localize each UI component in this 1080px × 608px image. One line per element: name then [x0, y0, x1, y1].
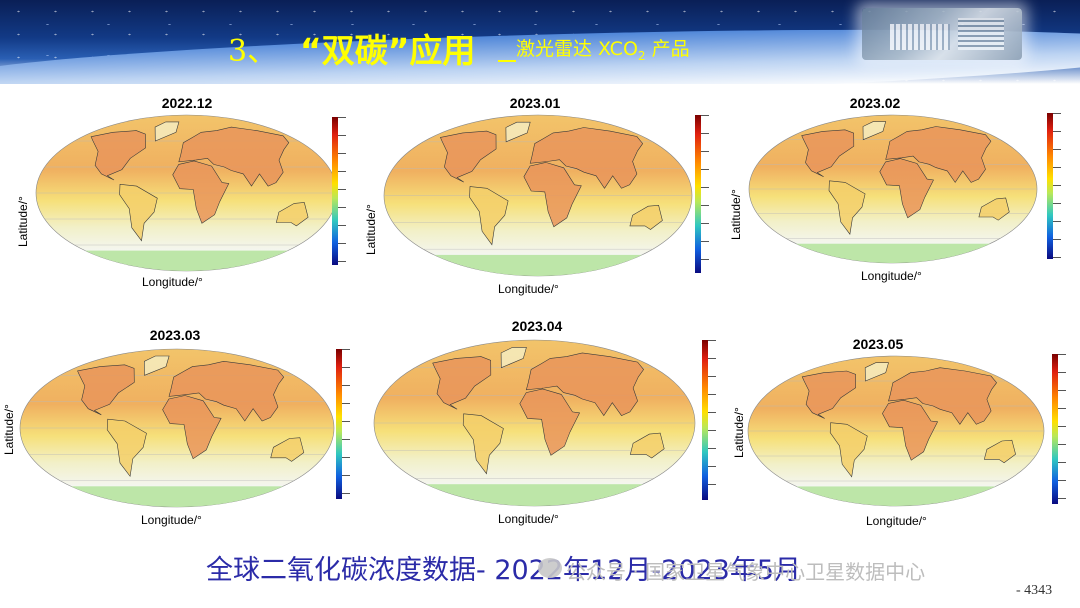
world-map	[747, 355, 1045, 507]
antarctica-region	[374, 484, 695, 506]
world-map	[35, 114, 338, 272]
longitude-label: Longitude/°	[142, 275, 203, 289]
panel-title: 2023.02	[849, 95, 901, 111]
colorbar-ticks	[1053, 113, 1061, 259]
longitude-label: Longitude/°	[866, 514, 927, 528]
latitude-label: Latitude/°	[364, 204, 378, 255]
subtitle-suffix: 产品	[645, 38, 690, 60]
antarctica-region	[748, 486, 1044, 506]
slide-caption: 全球二氧化碳浓度数据- 2022年12月-2023年5月	[206, 555, 802, 586]
south-america-continent	[106, 418, 147, 478]
slide-subtitle: 激光雷达 XCO2 产品	[516, 34, 690, 63]
panel-title: 2023.04	[511, 318, 563, 334]
africa-continent	[523, 162, 582, 228]
map-land-layer	[748, 362, 1044, 506]
colorbar	[1052, 354, 1058, 504]
latitude-label: Latitude/°	[729, 189, 743, 240]
map-panel-2023-05: 2023.05 Latitude/° Longitude/°	[728, 336, 1078, 551]
longitude-label: Longitude/°	[498, 282, 559, 296]
greenland-continent	[862, 121, 887, 141]
north-america-continent	[77, 364, 135, 416]
australia-continent	[629, 204, 663, 230]
north-america-continent	[801, 370, 857, 419]
wechat-icon	[538, 558, 562, 578]
antarctica-region	[20, 486, 334, 507]
colorbar-ticks	[701, 115, 709, 273]
africa-continent	[162, 395, 222, 460]
africa-continent	[882, 399, 939, 461]
colorbar	[695, 115, 701, 273]
panel-title: 2023.05	[852, 336, 904, 352]
europe-asia-continent	[178, 126, 290, 187]
colorbar-ticks	[338, 117, 346, 265]
australia-continent	[983, 439, 1016, 464]
greenland-continent	[500, 347, 527, 369]
south-america-continent	[829, 422, 868, 478]
map-land-layer	[374, 347, 695, 506]
colorbar-ticks	[1058, 354, 1066, 504]
latitude-label: Latitude/°	[2, 404, 16, 455]
europe-asia-continent	[885, 126, 992, 183]
latitude-label: Latitude/°	[16, 196, 30, 247]
south-america-continent	[119, 183, 158, 242]
map-panel-2023-03: 2023.03 Latitude/° Longitude/°	[0, 327, 350, 542]
page-number: - 4343	[1016, 583, 1053, 598]
colorbar-ticks	[342, 349, 350, 499]
antarctica-region	[749, 243, 1037, 263]
greenland-continent	[864, 362, 889, 382]
europe-asia-continent	[525, 352, 644, 417]
map-panel-2023-04: 2023.04 Longitude/°	[362, 318, 716, 533]
greenland-continent	[143, 355, 170, 376]
world-map	[19, 348, 335, 508]
longitude-label: Longitude/°	[498, 512, 559, 526]
australia-continent	[978, 197, 1010, 221]
south-america-continent	[469, 186, 509, 246]
panel-title: 2023.01	[509, 95, 561, 111]
australia-continent	[275, 202, 309, 227]
slide-title: “双碳”应用	[300, 31, 476, 70]
colorbar	[702, 340, 708, 500]
watermark-text: 公众号 · 国家卫星气象中心卫星数据中心	[566, 560, 926, 584]
title-underline	[498, 60, 516, 62]
colorbar	[332, 117, 338, 265]
map-panel-2022-12: 2022.12 Latitude/° Longitude/°	[12, 95, 362, 310]
longitude-label: Longitude/°	[141, 513, 202, 527]
building-photo	[862, 8, 1022, 60]
world-map	[748, 114, 1038, 264]
map-panel-2023-01: 2023.01 Latitude/° Longitude/°	[360, 95, 710, 310]
south-america-continent	[828, 180, 866, 235]
colorbar	[1047, 113, 1053, 259]
world-map	[373, 339, 696, 507]
north-america-continent	[439, 130, 497, 183]
subtitle-prefix: 激光雷达 XCO	[516, 38, 638, 60]
greenland-continent	[505, 121, 531, 143]
africa-continent	[879, 158, 934, 219]
section-number: 3、	[228, 34, 278, 69]
subtitle-subscript: 2	[637, 48, 646, 63]
australia-continent	[270, 437, 305, 462]
south-america-continent	[462, 413, 504, 475]
antarctica-region	[384, 254, 692, 276]
longitude-label: Longitude/°	[861, 269, 922, 283]
panel-title: 2023.03	[149, 327, 201, 343]
antarctica-region	[36, 250, 337, 271]
australia-continent	[629, 432, 665, 459]
north-america-continent	[801, 129, 855, 177]
north-america-continent	[90, 130, 146, 181]
header-banner	[0, 0, 1080, 84]
panel-title: 2022.12	[161, 95, 213, 111]
greenland-continent	[154, 121, 180, 142]
europe-asia-continent	[168, 360, 285, 422]
colorbar	[336, 349, 342, 499]
map-panel-2023-02: 2023.02 Latitude/° Longitude/°	[725, 95, 1075, 310]
north-america-continent	[432, 356, 492, 410]
europe-asia-continent	[529, 127, 644, 189]
europe-asia-continent	[888, 367, 997, 425]
latitude-label: Latitude/°	[732, 407, 746, 458]
africa-continent	[519, 388, 581, 456]
world-map	[383, 114, 693, 277]
africa-continent	[172, 160, 230, 224]
colorbar-ticks	[708, 340, 716, 500]
